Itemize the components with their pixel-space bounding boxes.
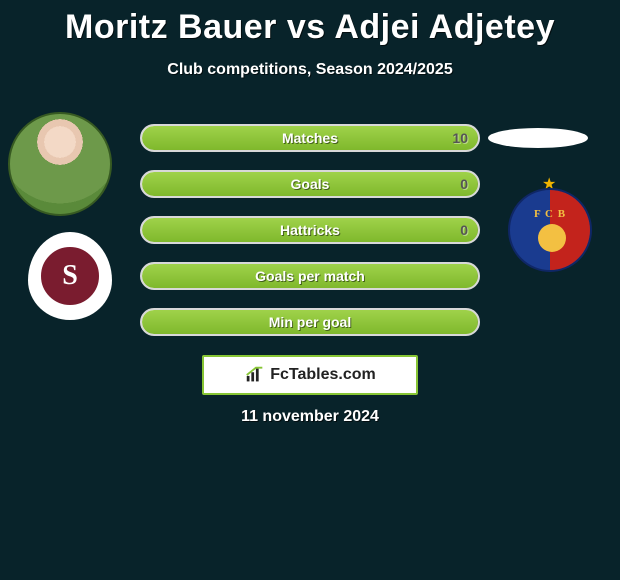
- ball-icon: [538, 224, 566, 252]
- team1-initial: S: [38, 244, 102, 308]
- stat-row-hattricks: Hattricks 0: [140, 216, 480, 244]
- stat-label: Matches: [282, 130, 338, 146]
- stat-row-goals-per-match: Goals per match: [140, 262, 480, 290]
- date-line: 11 november 2024: [0, 408, 620, 426]
- stats-container: Matches 10 Goals 0 Hattricks 0 Goals per…: [140, 124, 480, 354]
- stat-label: Min per goal: [269, 314, 351, 330]
- player2-flag-oval: [488, 128, 588, 148]
- stat-label: Goals: [291, 176, 330, 192]
- stat-row-min-per-goal: Min per goal: [140, 308, 480, 336]
- brand-text: FcTables.com: [270, 366, 376, 384]
- team1-badge: S: [20, 232, 120, 320]
- team2-shield: F C B: [508, 188, 592, 272]
- page-title: Moritz Bauer vs Adjei Adjetey: [0, 0, 620, 47]
- subtitle: Club competitions, Season 2024/2025: [0, 61, 620, 79]
- team2-badge: ★ F C B: [500, 178, 600, 264]
- stat-value-right: 10: [452, 130, 468, 146]
- stat-row-goals: Goals 0: [140, 170, 480, 198]
- stat-value-right: 0: [460, 222, 468, 238]
- player1-photo: [8, 112, 112, 216]
- chart-bar-icon: [244, 364, 266, 386]
- stat-label: Hattricks: [280, 222, 340, 238]
- stat-row-matches: Matches 10: [140, 124, 480, 152]
- brand-box: FcTables.com: [202, 355, 418, 395]
- team2-letters: F C B: [510, 208, 590, 220]
- stat-label: Goals per match: [255, 268, 365, 284]
- team1-shield: S: [28, 232, 112, 320]
- stat-value-right: 0: [460, 176, 468, 192]
